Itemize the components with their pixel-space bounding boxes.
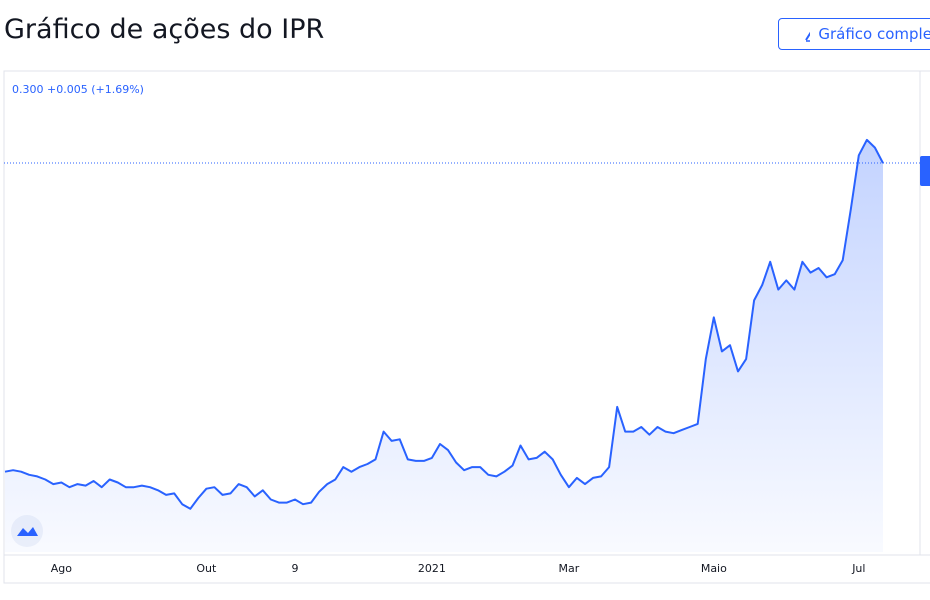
x-tick-label: Ago <box>51 562 73 575</box>
x-tick-label: 2021 <box>418 562 446 575</box>
x-tick-label: Jul <box>851 562 865 575</box>
x-tick-label: Out <box>196 562 217 575</box>
last-price-marker <box>920 156 930 187</box>
x-tick-label: Maio <box>701 562 727 575</box>
chart: 0.300 +0.005 (+1.69%) Ago Out 9 2021 Mar Maio… <box>3 70 930 584</box>
full-chart-button[interactable]: Gráfico completo <box>778 18 930 50</box>
x-tick-label: Mar <box>558 562 579 575</box>
x-tick-label: 9 <box>291 562 298 575</box>
quote-legend: 0.300 +0.005 (+1.69%) <box>12 83 144 96</box>
area <box>5 139 883 552</box>
page-title: Gráfico de ações do IPR <box>4 14 325 45</box>
price-line <box>4 138 884 510</box>
chart-frame <box>3 70 930 584</box>
button-label: Gráfico completo <box>818 25 930 43</box>
chart-icon <box>805 31 811 42</box>
